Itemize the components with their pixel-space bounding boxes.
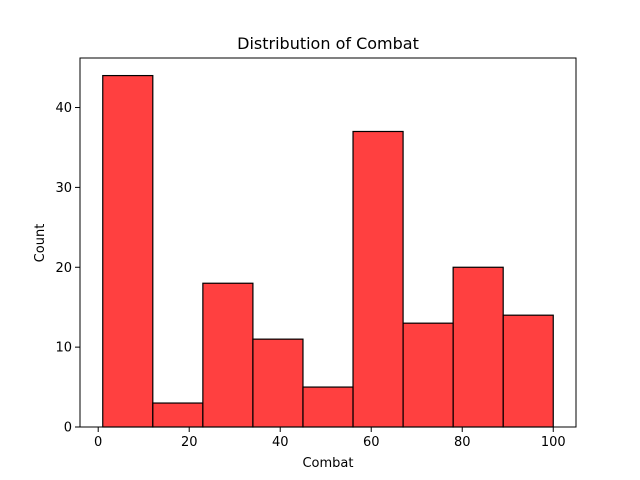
histogram-bar-4 — [302, 386, 354, 428]
histogram-bar-7 — [452, 266, 504, 428]
x-tick-label-3: 60 — [363, 435, 380, 450]
y-axis-label: Count — [33, 224, 48, 263]
chart-title: Distribution of Combat — [237, 34, 419, 53]
histogram-bar-3 — [252, 338, 304, 428]
y-tick-label-2: 20 — [55, 261, 72, 276]
histogram-bar-5 — [352, 130, 404, 428]
y-tick-label-3: 30 — [55, 181, 72, 196]
x-tick-label-4: 80 — [454, 435, 471, 450]
histogram-bar-6 — [402, 322, 454, 428]
bars-group — [102, 74, 554, 428]
x-tick-label-1: 20 — [181, 435, 198, 450]
x-tick-label-2: 40 — [272, 435, 289, 450]
y-tick-label-0: 0 — [64, 421, 72, 436]
x-tick-label-0: 0 — [94, 435, 102, 450]
histogram-bar-1 — [152, 402, 204, 428]
y-tick-label-1: 10 — [55, 341, 72, 356]
plot-frame — [79, 57, 577, 428]
histogram-bar-8 — [502, 314, 554, 428]
histogram-bar-0 — [102, 74, 154, 428]
histogram-bar-2 — [202, 282, 254, 428]
ticks-group: 0 20 40 60 80 100 0 10 20 30 40 — [55, 101, 565, 450]
x-tick-label-5: 100 — [541, 435, 566, 450]
y-tick-label-4: 40 — [55, 101, 72, 116]
x-axis-label: Combat — [302, 456, 353, 471]
